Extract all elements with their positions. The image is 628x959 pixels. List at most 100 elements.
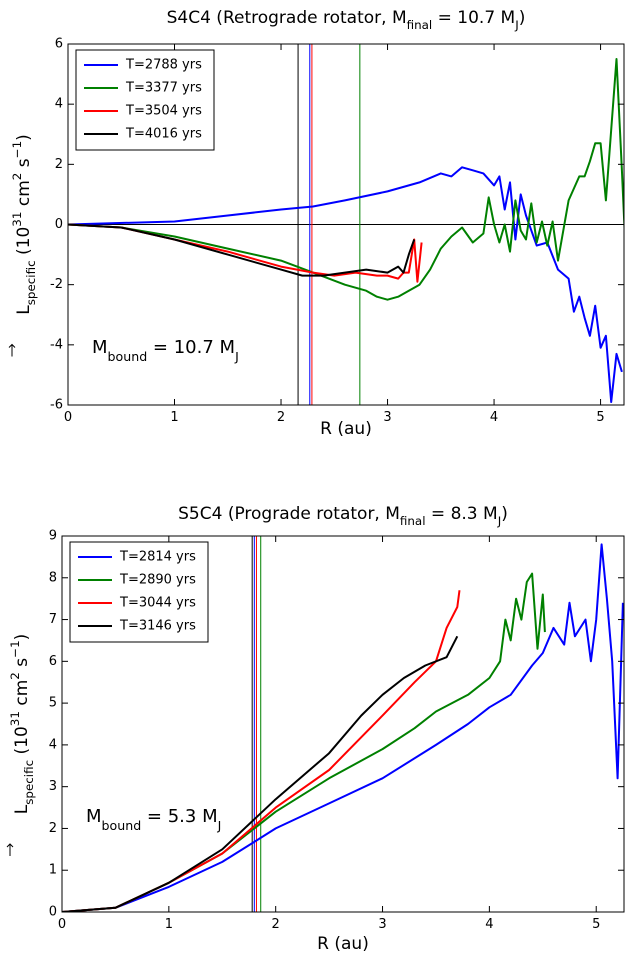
y-axis-label-part: 2 <box>10 173 24 181</box>
chart-title-part: ) <box>519 8 526 28</box>
y-tick-label: 1 <box>49 863 57 878</box>
plot-area <box>62 536 624 912</box>
annotation-part: J <box>217 818 222 833</box>
y-axis-label: Lspecific (1031 cm2 s−1) <box>8 634 36 815</box>
y-tick-label: 2 <box>55 157 63 172</box>
chart-title-part: final <box>400 514 426 528</box>
chart-title-part: S5C4 (Prograde rotator, M <box>178 504 400 524</box>
legend-label: T=4016 yrs <box>125 127 202 142</box>
x-axis-label-part: R (au) <box>317 934 369 954</box>
legend-label: T=3504 yrs <box>125 104 202 119</box>
panel: S4C4 (Retrograde rotator, Mfinal = 10.7 … <box>8 8 625 439</box>
plot-area <box>68 44 624 405</box>
annotation-part: bound <box>108 349 148 364</box>
x-tick-label: 3 <box>383 410 391 425</box>
annotation-part: = 10.7 M <box>147 337 235 358</box>
y-axis-label-part: L <box>14 305 34 315</box>
annotation: Mbound = 10.7 MJ <box>92 337 239 364</box>
legend-label: T=3146 yrs <box>119 619 196 634</box>
y-axis-label: Lspecific (1031 cm2 s−1) <box>10 134 38 315</box>
y-tick-label: 0 <box>55 217 63 232</box>
annotation-part: = 5.3 M <box>141 806 217 827</box>
y-tick-label: 6 <box>49 654 57 669</box>
x-tick-label: 0 <box>58 917 66 932</box>
chart-title-part: J <box>514 18 519 32</box>
legend-label: T=2814 yrs <box>119 550 196 565</box>
y-axis-label-part: 31 <box>10 212 24 227</box>
series-line <box>62 572 546 912</box>
chart-title-part: ) <box>501 504 508 524</box>
x-axis-label: R (au) <box>320 419 372 439</box>
y-axis-label-part: cm <box>12 680 32 711</box>
x-tick-label: 2 <box>272 917 280 932</box>
series-line <box>68 223 416 277</box>
x-tick-label: 0 <box>64 410 72 425</box>
x-axis-label: R (au) <box>317 934 369 954</box>
axes-frame <box>61 535 625 913</box>
annotation-part: J <box>234 349 239 364</box>
series-line <box>68 166 623 403</box>
x-tick-label: 2 <box>277 410 285 425</box>
annotation-part: M <box>86 806 102 827</box>
y-axis-label-group: Lspecific (1031 cm2 s−1) <box>8 134 38 357</box>
y-axis-label-part: specific <box>22 760 36 805</box>
chart-title-part: = 8.3 M <box>426 504 498 524</box>
y-tick-label: 7 <box>49 612 57 627</box>
y-axis-label-part: 31 <box>8 711 22 726</box>
series-line <box>68 58 624 301</box>
y-tick-label: 9 <box>49 529 57 544</box>
x-tick-label: 4 <box>485 917 493 932</box>
series-line <box>62 543 624 912</box>
series-line <box>68 223 423 283</box>
vector-arrow <box>8 343 16 357</box>
y-tick-label: -6 <box>50 398 63 413</box>
y-tick-label: 2 <box>49 821 57 836</box>
y-axis-label-part: ) <box>12 634 32 641</box>
y-tick-label: 5 <box>49 696 57 711</box>
x-axis-label-part: R (au) <box>320 419 372 439</box>
chart-title-part: = 10.7 M <box>432 8 515 28</box>
x-tick-label: 5 <box>596 410 604 425</box>
y-tick-label: 4 <box>55 97 63 112</box>
y-tick-label: 8 <box>49 570 57 585</box>
chart-title: S5C4 (Prograde rotator, Mfinal = 8.3 MJ) <box>178 504 508 528</box>
legend-label: T=3377 yrs <box>125 81 202 96</box>
y-tick-label: 4 <box>49 737 57 752</box>
chart-title-part: S4C4 (Retrograde rotator, M <box>167 8 407 28</box>
y-axis-label-part: −1 <box>8 640 22 658</box>
legend-label: T=2788 yrs <box>125 58 202 73</box>
y-axis-label-part: specific <box>24 260 38 305</box>
y-axis-label-part: cm <box>14 180 34 211</box>
chart-title-part: final <box>407 18 433 32</box>
x-tick-label: 1 <box>170 410 178 425</box>
panel: S5C4 (Prograde rotator, Mfinal = 8.3 MJ)… <box>6 504 625 954</box>
x-tick-label: 4 <box>490 410 498 425</box>
chart-title: S4C4 (Retrograde rotator, Mfinal = 10.7 … <box>167 8 526 32</box>
annotation-part: M <box>92 337 108 358</box>
x-tick-label: 5 <box>592 917 600 932</box>
y-axis-label-part: 2 <box>8 672 22 680</box>
y-axis-label-part: ) <box>14 134 34 141</box>
legend-label: T=2890 yrs <box>119 573 196 588</box>
y-tick-label: -2 <box>50 277 63 292</box>
y-axis-label-part: (10 <box>12 726 32 760</box>
x-tick-label: 3 <box>378 917 386 932</box>
y-tick-label: 3 <box>49 779 57 794</box>
annotation-part: bound <box>102 818 142 833</box>
chart-title-part: J <box>497 514 502 528</box>
vector-arrow <box>6 843 14 856</box>
y-tick-label: 0 <box>49 905 57 920</box>
annotation: Mbound = 5.3 MJ <box>86 806 221 833</box>
y-tick-label: -4 <box>50 337 63 352</box>
y-axis-label-part: s <box>14 158 34 172</box>
y-axis-label-group: Lspecific (1031 cm2 s−1) <box>6 634 36 856</box>
y-axis-label-part: −1 <box>10 141 24 159</box>
y-axis-label-part: (10 <box>14 227 34 261</box>
x-tick-label: 1 <box>165 917 173 932</box>
series-line <box>62 635 459 912</box>
y-axis-label-part: L <box>12 804 32 814</box>
legend-label: T=3044 yrs <box>119 596 196 611</box>
y-axis-label-part: s <box>12 658 32 672</box>
y-tick-label: 6 <box>55 37 63 52</box>
